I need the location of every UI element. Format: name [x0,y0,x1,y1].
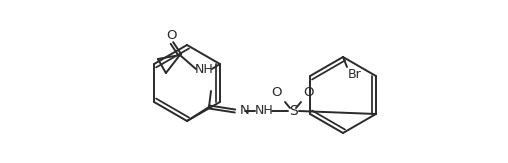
Text: N: N [240,104,250,118]
Text: NH: NH [255,104,273,117]
Text: S: S [289,104,297,118]
Text: NH: NH [195,64,213,76]
Text: O: O [304,87,314,99]
Text: O: O [167,30,177,43]
Text: O: O [272,87,282,99]
Text: Br: Br [348,67,362,81]
